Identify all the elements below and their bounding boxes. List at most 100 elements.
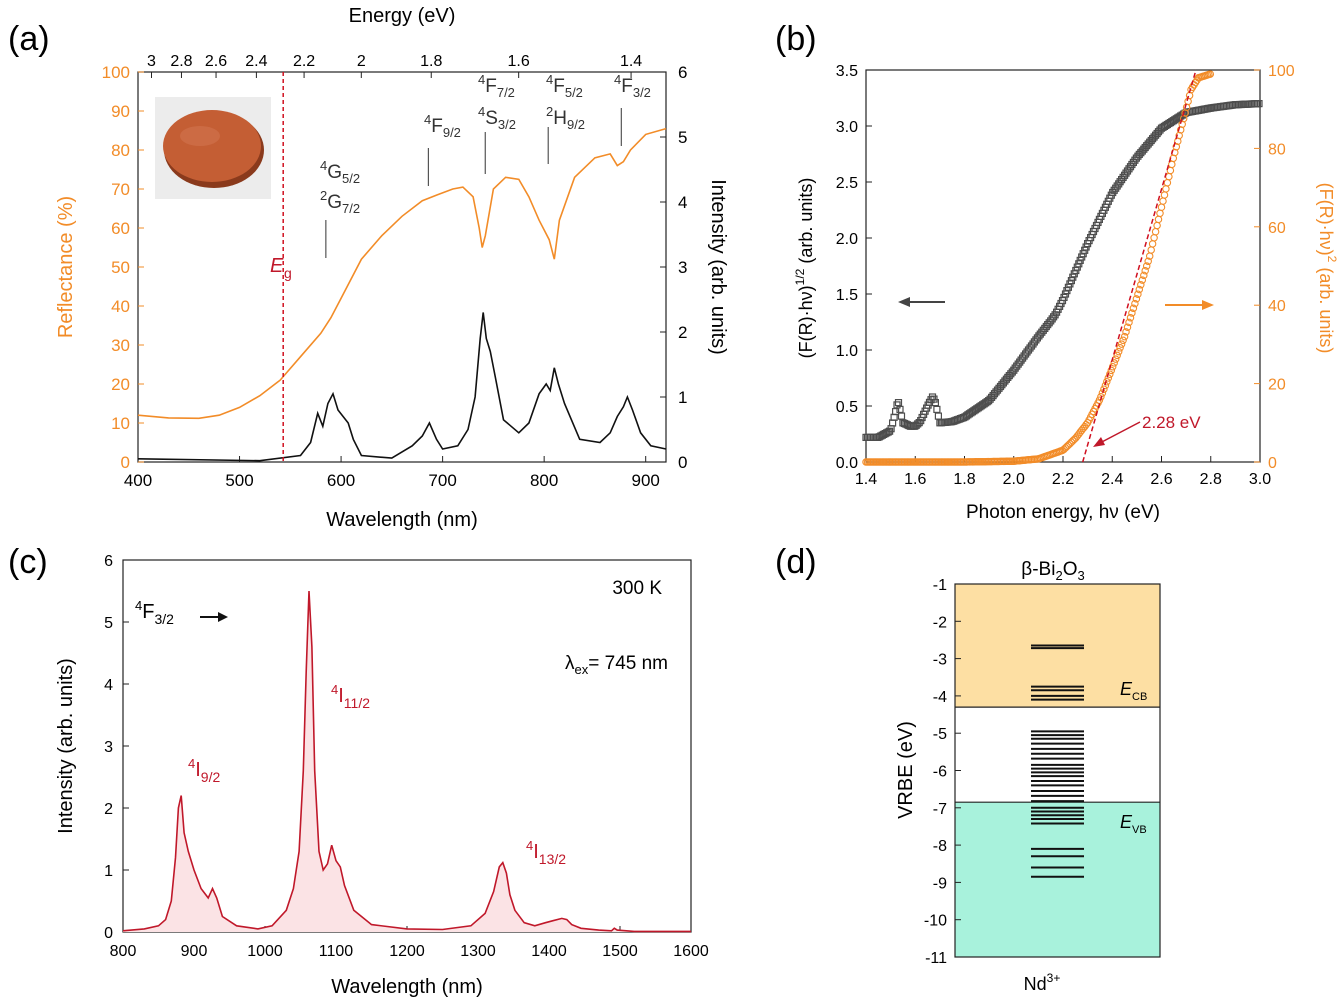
term-sup: 4	[320, 158, 327, 173]
b-ytick-label: 3.0	[836, 119, 858, 136]
eg-sub: g	[284, 265, 292, 281]
b-ylabel-sup: 1/2	[793, 268, 807, 285]
c-xtick-label: 1500	[602, 943, 638, 960]
term-sub: 7/2	[497, 85, 515, 100]
a-y2tick-label: 5	[678, 128, 687, 147]
a-annotation-term: 4F3/2	[614, 72, 651, 100]
intensity-axis-label: Intensity (arb. units)	[707, 179, 729, 355]
tauc-square-point	[1116, 344, 1124, 352]
host-title: β-Bi2O3	[1021, 559, 1084, 583]
c-xtick-label: 1600	[673, 943, 709, 960]
tauc-square-point	[1148, 240, 1157, 248]
term-sub: 7/2	[342, 201, 360, 216]
a-ytick-label: 100	[102, 63, 130, 82]
b-ytick-label: 2.0	[836, 231, 858, 248]
ecb-sub: CB	[1132, 691, 1147, 703]
c-ytick-label: 1	[104, 863, 113, 880]
a-annotation-label: 4F9/2	[424, 112, 461, 140]
a-ytick-label: 20	[111, 375, 130, 394]
sample-pellet-photo	[155, 97, 271, 199]
term-sub: 5/2	[565, 85, 583, 100]
b-ylabel-post: (arb. units)	[796, 178, 816, 269]
a-annotation-term: 4F5/2	[546, 72, 583, 100]
peak-main: I	[338, 685, 344, 707]
tauc-square-series	[862, 70, 1215, 466]
origin-sup: 4	[135, 598, 142, 613]
c-xtick-label: 800	[110, 943, 137, 960]
b-xtick-label: 2.0	[1003, 471, 1025, 488]
term-sup: 2	[320, 188, 327, 203]
tauc-square-point	[1129, 304, 1138, 313]
tauc-square-point	[1162, 185, 1170, 193]
a-ytick-label: 10	[111, 414, 130, 433]
d-ytick-label: -5	[933, 726, 947, 743]
tauc-half-point	[934, 412, 943, 420]
a-energy-tick-label: 2.2	[293, 53, 315, 70]
valence-band	[955, 802, 1160, 957]
tauc-half-point	[933, 405, 941, 413]
a-energy-tick-label: 2.8	[170, 53, 192, 70]
tauc-square-point	[1163, 178, 1172, 187]
term-sub: 3/2	[498, 117, 516, 132]
b-ytick-label: 0.0	[836, 455, 858, 472]
a-annotation-term: 4F7/2	[478, 72, 515, 100]
tauc-square-point	[1159, 197, 1167, 205]
dopant-label: Nd3+	[1024, 971, 1061, 994]
term-sub: 3/2	[633, 85, 651, 100]
tauc-square-point	[1123, 323, 1132, 331]
a-annotation-label: 4F3/2	[614, 72, 651, 100]
peak-main: I	[195, 759, 201, 781]
a-energy-tick-label: 1.4	[620, 53, 642, 70]
c-ytick-label: 5	[104, 615, 113, 632]
a-energy-tick-label: 2.6	[205, 53, 227, 70]
a-xtick-label: 400	[124, 471, 152, 490]
tauc-square-point	[1150, 234, 1158, 242]
panel-label-b: (b)	[775, 20, 817, 58]
a-y2tick-label: 2	[678, 323, 687, 342]
d-ytick-label: -8	[933, 838, 947, 855]
tauc-square-point	[1165, 172, 1173, 181]
tauc-square-point	[1113, 351, 1121, 360]
a-annotation-label: 4F7/2 4S3/2	[478, 72, 516, 132]
d-ytick-label: -7	[933, 801, 947, 818]
a-xtick-label: 900	[632, 471, 660, 490]
b-y2label-pre: (F(R)·hν)	[1316, 183, 1336, 256]
tauc-square-point	[1132, 295, 1141, 303]
emission-curve	[122, 590, 691, 933]
tauc-half-point	[897, 412, 906, 420]
b-y2tick-label: 100	[1268, 63, 1295, 80]
a-annotation-term: 4S3/2	[478, 104, 516, 132]
bandgap-label: E g	[270, 255, 292, 281]
excitation-sub: ex	[575, 662, 589, 677]
a-xtick-label: 600	[327, 471, 355, 490]
term-main: F	[553, 76, 565, 97]
energy-axis-label: Energy (eV)	[349, 5, 456, 27]
tauc-half-point	[896, 405, 904, 413]
a-energy-tick-label: 1.8	[420, 53, 442, 70]
peak-sup: 4	[526, 838, 533, 853]
peak-label: 4I9/2	[188, 756, 220, 785]
c-intensity-axis-label: Intensity (arb. units)	[55, 658, 77, 834]
c-ytick-label: 2	[104, 801, 113, 818]
tauc-square-point	[1137, 281, 1145, 289]
a-energy-tick-label: 3	[147, 53, 156, 70]
b-ytick-label: 1.5	[836, 287, 858, 304]
term-sup: 4	[424, 112, 431, 127]
b-xtick-label: 2.6	[1150, 471, 1172, 488]
term-sub: 9/2	[443, 125, 461, 140]
tauc-square-point	[1151, 227, 1160, 236]
a-annotation-term: 4G5/2	[320, 158, 360, 186]
term-main: F	[621, 76, 633, 97]
transition-origin-label: 4F3/2	[135, 598, 228, 627]
a-ytick-label: 70	[111, 180, 130, 199]
d-ytick-label: -6	[933, 764, 947, 781]
d-ytick-label: -9	[933, 875, 947, 892]
a-energy-tick-label: 2	[357, 53, 366, 70]
a-xtick-label: 500	[225, 471, 253, 490]
tauc-half-point	[891, 408, 900, 416]
ecb-main: E	[1120, 679, 1133, 699]
tauc-square-point	[1126, 313, 1135, 322]
tauc-half-series	[862, 99, 1263, 441]
tauc-square-point	[1098, 389, 1107, 397]
